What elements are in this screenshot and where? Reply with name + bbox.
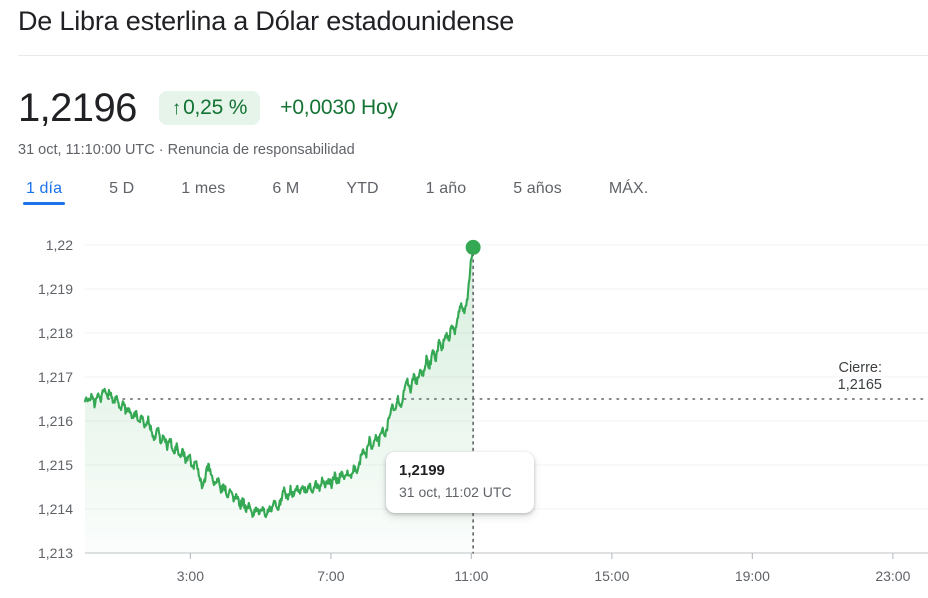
x-axis-tick-label: 11:00 (454, 568, 488, 584)
chart-line (83, 248, 475, 519)
range-tab-1-d-a[interactable]: 1 día (22, 176, 66, 208)
range-tab-5-d[interactable]: 5 D (109, 180, 135, 197)
x-axis-tick-label: 15:00 (594, 568, 629, 584)
x-axis-tick-label: 19:00 (735, 568, 770, 584)
change-absolute-value: +0,0030 Hoy (280, 96, 398, 119)
y-axis-tick-label: 1,217 (38, 369, 73, 385)
tooltip-timestamp: 31 oct, 11:02 UTC (399, 484, 512, 500)
y-axis-tick-label: 1,213 (38, 545, 73, 561)
y-axis-tick-label: 1,218 (38, 325, 73, 341)
change-percent-value: 0,25 % (183, 96, 248, 119)
price-chart[interactable]: 1,22 1,219 1,218 1,217 1,216 1,215 1,214 1,213 … (0, 220, 928, 598)
chart-y-axis-labels: 1,22 1,219 1,218 1,217 1,216 1,215 1,214 1,213 (38, 237, 73, 561)
chart-x-axis-labels: 3:00 7:00 11:00 15:00 19:00 23:00 (177, 568, 911, 584)
current-price: 1,2196 (18, 86, 137, 130)
tooltip-price: 1,2199 (399, 462, 445, 479)
last-price-dot (465, 239, 481, 255)
chart-tooltip: 1,2199 31 oct, 11:02 UTC (386, 452, 534, 513)
y-axis-tick-label: 1,219 (38, 281, 73, 297)
x-axis-tick-label: 7:00 (317, 568, 344, 584)
chart-x-axis-ticks (189, 553, 894, 559)
range-tabs: 1 día 5 D 1 mes 6 M YTD 1 año 5 años MÁX. (22, 176, 649, 208)
page-title: De Libra esterlina a Dólar estadounidens… (18, 6, 515, 36)
range-tab-5-a-os[interactable]: 5 años (513, 180, 562, 197)
x-axis-tick-label: 3:00 (177, 568, 204, 584)
arrow-up-icon: ↑ (171, 97, 182, 119)
range-tab-6-m[interactable]: 6 M (272, 180, 300, 197)
y-axis-tick-label: 1,215 (38, 457, 73, 473)
range-tab-1-a-o[interactable]: 1 año (425, 180, 467, 197)
range-tab-1-mes[interactable]: 1 mes (181, 180, 226, 197)
quote-row: 1,2196 ↑ 0,25 % +0,0030 Hoy (18, 84, 398, 132)
chart-area-fill (85, 249, 474, 553)
quote-timestamp-disclaimer: 31 oct, 11:10:00 UTC · Renuncia de respo… (18, 142, 355, 158)
x-axis-tick-label: 23:00 (875, 568, 910, 584)
range-tab-ytd[interactable]: YTD (346, 180, 379, 197)
close-label: Cierre: (838, 360, 882, 376)
y-axis-tick-label: 1,214 (38, 501, 73, 517)
y-axis-tick-label: 1,22 (46, 237, 73, 253)
y-axis-tick-label: 1,216 (38, 413, 73, 429)
change-percent-badge: ↑ 0,25 % (158, 91, 261, 125)
close-value: 1,2165 (838, 377, 882, 393)
header-divider (18, 55, 928, 56)
range-tab-m-x[interactable]: MÁX. (608, 180, 649, 197)
